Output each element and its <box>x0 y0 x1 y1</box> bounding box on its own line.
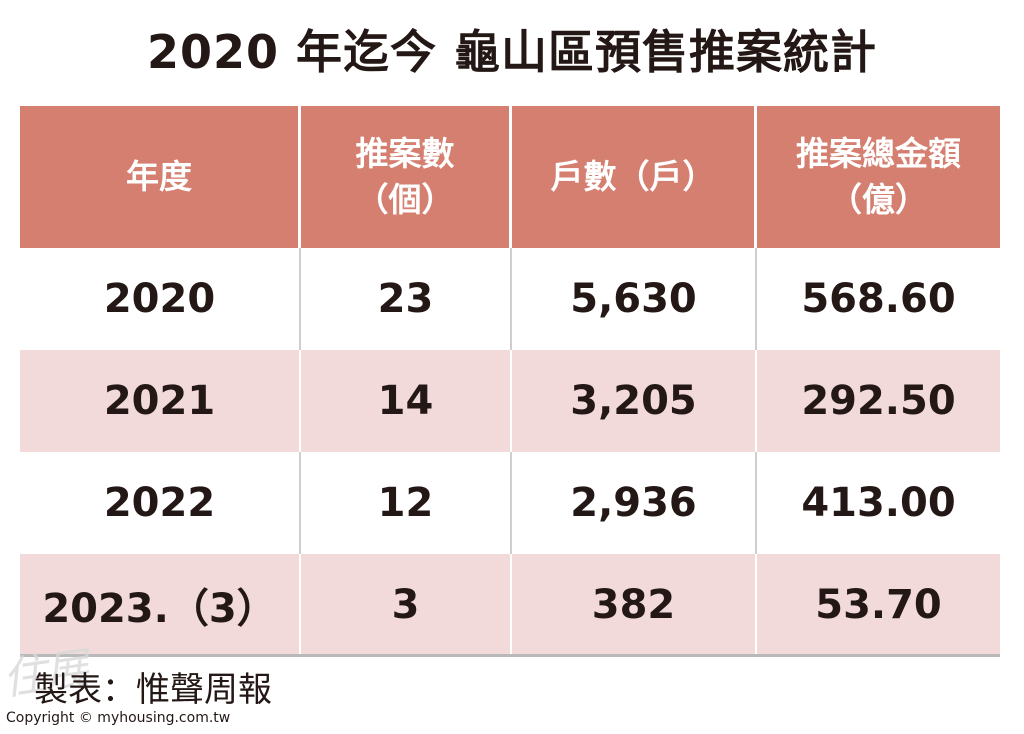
header-label: 推案總金額 （億） <box>796 134 961 219</box>
table-cell: 23 <box>301 248 512 350</box>
table-cell: 2021 <box>20 350 301 452</box>
table-cell: 12 <box>301 452 512 554</box>
table-cell: 2022 <box>20 452 301 554</box>
table-row: 2022 12 2,936 413.00 <box>20 452 1000 554</box>
table-cell: 5,630 <box>512 248 757 350</box>
header-label: 年度 <box>126 157 192 196</box>
source-credit: 製表：惟聲周報 <box>34 670 272 710</box>
table-row: 2021 14 3,205 292.50 <box>20 350 1000 452</box>
table-header-row: 年度 推案數 （個） 戶數（戶） 推案總金額 （億） <box>20 106 1000 248</box>
table-cell: 413.00 <box>801 480 956 526</box>
header-cell-year: 年度 <box>20 106 301 248</box>
table-cell: 292.50 <box>757 350 1000 452</box>
header-cell-units: 戶數（戶） <box>512 106 757 248</box>
header-label: 戶數（戶） <box>550 157 716 196</box>
table-row: 2023.（3） 3 382 53.70 <box>20 554 1000 656</box>
header-cell-total-amount: 推案總金額 （億） <box>757 106 1000 248</box>
stats-table: 年度 推案數 （個） 戶數（戶） 推案總金額 （億） 2020 23 5,630… <box>20 106 1000 656</box>
header-cell-project-count: 推案數 （個） <box>301 106 512 248</box>
table-cell: 382 <box>512 554 757 656</box>
table-cell: 14 <box>301 350 512 452</box>
copyright-notice: Copyright © myhousing.com.tw <box>4 708 233 728</box>
table-cell: 3 <box>301 554 512 656</box>
table-row: 2020 23 5,630 568.60 <box>20 248 1000 350</box>
chart-title: 2020 年迄今 龜山區預售推案統計 <box>146 25 878 79</box>
table-cell: 2023.（3） <box>20 554 301 656</box>
table-cell: 2,936 <box>512 452 757 554</box>
table-cell: 2020 <box>20 248 301 350</box>
table-cell: 3,205 <box>512 350 757 452</box>
table-cell: 568.60 <box>801 276 956 322</box>
header-label: 推案數 （個） <box>355 134 455 219</box>
table-cell: 53.70 <box>757 554 1000 656</box>
bottom-divider <box>20 654 1000 657</box>
table-body: 2020 23 5,630 568.60 2021 14 3,205 292.5… <box>20 248 1000 656</box>
